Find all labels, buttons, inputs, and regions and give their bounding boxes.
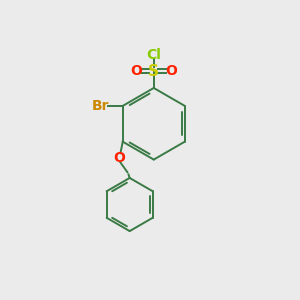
Text: O: O (165, 64, 177, 78)
Text: S: S (148, 64, 159, 79)
Text: O: O (130, 64, 142, 78)
Text: Br: Br (92, 99, 110, 113)
Text: O: O (113, 151, 125, 165)
Text: Cl: Cl (146, 48, 161, 62)
